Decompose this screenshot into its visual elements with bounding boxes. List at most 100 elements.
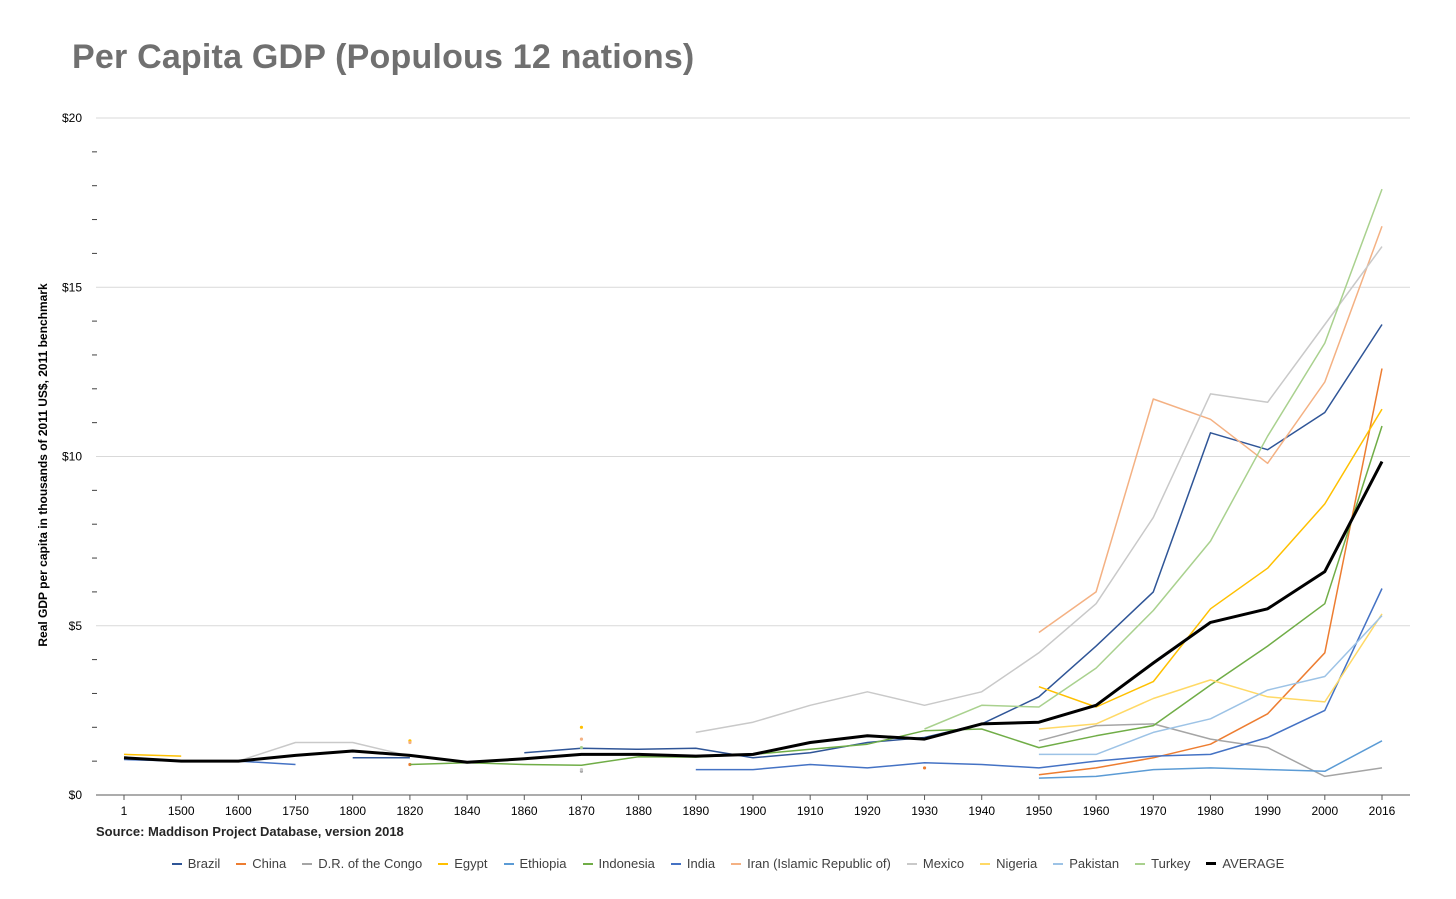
legend-item-china: China [236, 856, 286, 871]
legend-item-d-r-of-the-congo: D.R. of the Congo [302, 856, 422, 871]
legend-swatch [670, 862, 681, 865]
series-line [1038, 740, 1383, 779]
x-tick-label: 1750 [282, 804, 309, 818]
series-line [1038, 615, 1383, 756]
x-tick-label: 1880 [625, 804, 652, 818]
legend-label: Turkey [1151, 856, 1191, 871]
series-average [123, 460, 1384, 764]
x-tick-label: 1920 [854, 804, 881, 818]
axes: $0 $5 $10 $15 $20 1 1500 1600 1750 1800 1820 1840 18… [62, 111, 1410, 818]
series-line [1038, 613, 1383, 730]
series-egypt [123, 408, 1383, 757]
legend-swatch [438, 862, 449, 865]
legend-swatch [1053, 862, 1064, 865]
y-tick-label: $0 [69, 788, 83, 802]
series-china [408, 368, 1383, 776]
series-line [1038, 723, 1383, 778]
series-ethiopia [1038, 740, 1383, 779]
chart-title: Per Capita GDP (Populous 12 nations) [72, 38, 695, 76]
series-indonesia [409, 425, 1383, 766]
x-tick-label: 1940 [968, 804, 995, 818]
x-tick-label: 1870 [568, 804, 595, 818]
legend-item-iran-islamic-republic-of: Iran (Islamic Republic of) [731, 856, 891, 871]
legend-item-pakistan: Pakistan [1053, 856, 1119, 871]
data-point [922, 766, 927, 770]
legend-item-india: India [670, 856, 716, 871]
legend-label: Iran (Islamic Republic of) [747, 856, 891, 871]
source-note: Source: Maddison Project Database, versi… [96, 824, 404, 839]
legend-item-nigeria: Nigeria [980, 856, 1037, 871]
legend-swatch [980, 862, 991, 865]
legend-label: Nigeria [996, 856, 1038, 871]
x-tick-label: 1890 [682, 804, 709, 818]
legend-item-ethiopia: Ethiopia [503, 856, 567, 871]
legend-label: Ethiopia [519, 856, 567, 871]
series-line [123, 460, 1384, 764]
x-tick-label: 1820 [397, 804, 424, 818]
series-line [1038, 408, 1383, 708]
legend-swatch [1135, 862, 1146, 865]
x-tick-label: 1960 [1083, 804, 1110, 818]
data-point [579, 746, 584, 750]
legend-label: Brazil [187, 856, 221, 871]
x-tick-label: 1840 [454, 804, 481, 818]
legend-swatch [906, 862, 917, 865]
x-tick-label: 1910 [797, 804, 824, 818]
series-line [1038, 226, 1383, 634]
legend: Brazil China D.R. of the Congo Egypt Ethiopi… [0, 856, 1456, 871]
series-line [924, 188, 1383, 730]
x-tick-label: 2016 [1369, 804, 1396, 818]
series-line [238, 741, 411, 762]
y-axis-title: Real GDP per capita in thousands of 2011… [36, 283, 50, 647]
data-point [579, 768, 584, 772]
legend-swatch [236, 862, 247, 865]
x-tick-label: 1900 [740, 804, 767, 818]
legend-item-turkey: Turkey [1135, 856, 1190, 871]
x-tick-label: 1970 [1140, 804, 1167, 818]
legend-label: India [686, 856, 716, 871]
x-tick-label: 1500 [168, 804, 195, 818]
legend-swatch [1206, 862, 1217, 865]
legend-label: AVERAGE [1222, 856, 1285, 871]
series-lines [123, 188, 1384, 779]
legend-swatch [302, 862, 313, 865]
data-point [408, 740, 412, 745]
legend-item-egypt: Egypt [438, 856, 488, 871]
legend-label: Indonesia [598, 856, 655, 871]
series-mexico [238, 246, 1383, 772]
x-tick-label: 1990 [1254, 804, 1281, 818]
data-point [579, 725, 584, 729]
series-line [1038, 368, 1383, 776]
legend-swatch [171, 862, 182, 865]
x-tick-label: 1860 [511, 804, 538, 818]
legend-label: D.R. of the Congo [318, 856, 423, 871]
x-tick-label: 1950 [1026, 804, 1053, 818]
x-tick-label: 1980 [1197, 804, 1224, 818]
legend-swatch [503, 862, 514, 865]
x-tick-label: 1800 [339, 804, 366, 818]
x-tick-label: 1 [121, 804, 128, 818]
y-tick-label: $5 [69, 619, 83, 633]
x-tick-label: 1600 [225, 804, 252, 818]
legend-label: Mexico [922, 856, 965, 871]
data-point [579, 737, 584, 741]
x-tick-label: 2000 [1311, 804, 1338, 818]
series-turkey [579, 188, 1383, 750]
legend-item-mexico: Mexico [906, 856, 965, 871]
legend-item-average: AVERAGE [1206, 856, 1284, 871]
y-tick-label: $15 [62, 280, 82, 294]
legend-label: China [252, 856, 287, 871]
y-tick-label: $20 [62, 111, 82, 125]
gridlines [96, 117, 1410, 627]
series-line [123, 753, 182, 757]
legend-item-brazil: Brazil [171, 856, 221, 871]
series-brazil [352, 324, 1383, 759]
legend-label: Pakistan [1069, 856, 1120, 871]
legend-label: Egypt [454, 856, 488, 871]
legend-swatch [731, 862, 742, 865]
series-line [695, 588, 1383, 771]
series-pakistan [1038, 615, 1383, 756]
legend-swatch [582, 862, 593, 865]
x-tick-label: 1930 [911, 804, 938, 818]
